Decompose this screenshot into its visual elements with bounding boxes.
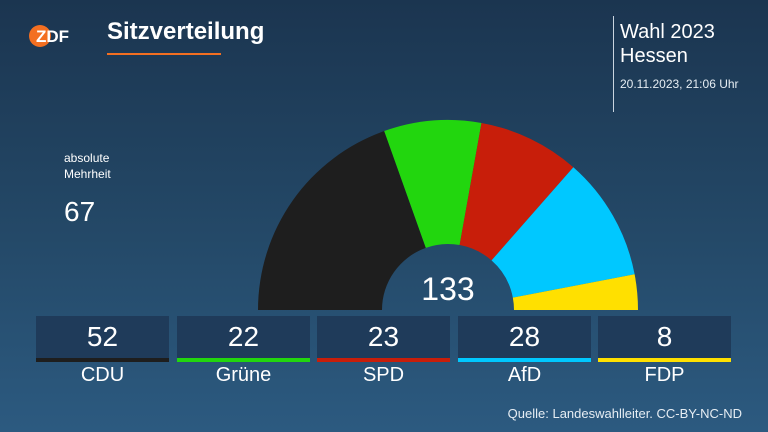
page-title: Sitzverteilung xyxy=(107,18,265,45)
majority-label-line2: Mehrheit xyxy=(64,167,111,181)
seat-count-cdu: 52 xyxy=(86,321,119,352)
seat-count-gruene: 22 xyxy=(227,321,260,352)
seat-segment-fdp xyxy=(512,274,638,310)
party-name-cdu: CDU xyxy=(80,364,125,386)
color-bar-cdu xyxy=(36,358,169,362)
source-note: Quelle: Landeswahlleiter. CC-BY-NC-ND xyxy=(507,406,742,421)
title-underline xyxy=(107,53,221,55)
seat-box-fdp: 8 xyxy=(598,316,731,362)
seat-box-cdu: 52 xyxy=(36,316,169,362)
header-divider xyxy=(613,16,614,112)
party-name-fdp: FDP xyxy=(644,364,685,386)
majority-label: absolute Mehrheit xyxy=(64,150,111,182)
party-name-spd: SPD xyxy=(362,364,405,386)
party-name-afd: AfD xyxy=(507,364,542,386)
color-bar-afd xyxy=(458,358,591,362)
seat-segment-grne xyxy=(384,120,482,248)
election-info: Wahl 2023 Hessen xyxy=(620,20,715,68)
seat-count-afd: 28 xyxy=(508,321,541,352)
seat-box-gruene: 22 xyxy=(177,316,310,362)
election-name: Wahl 2023 xyxy=(620,21,715,43)
election-region: Hessen xyxy=(620,45,688,67)
majority-value: 67 xyxy=(64,196,96,227)
seat-box-spd: 23 xyxy=(317,316,450,362)
seat-box-afd: 28 xyxy=(458,316,591,362)
color-bar-spd xyxy=(317,358,450,362)
svg-text:ZDF: ZDF xyxy=(36,27,69,46)
party-name-gruene: Grüne xyxy=(215,364,272,386)
color-bar-gruene xyxy=(177,358,310,362)
seat-segment-spd xyxy=(459,122,574,261)
seat-segment-cdu xyxy=(258,131,426,310)
seat-segment-afd xyxy=(491,167,635,298)
zdf-logo: ZDF xyxy=(29,25,69,47)
majority-label-line1: absolute xyxy=(64,151,110,165)
color-bar-fdp xyxy=(598,358,731,362)
seat-count-spd: 23 xyxy=(367,321,400,352)
total-seats: 133 xyxy=(421,271,475,307)
timestamp: 20.11.2023, 21:06 Uhr xyxy=(620,77,739,91)
seat-count-fdp: 8 xyxy=(656,321,673,352)
